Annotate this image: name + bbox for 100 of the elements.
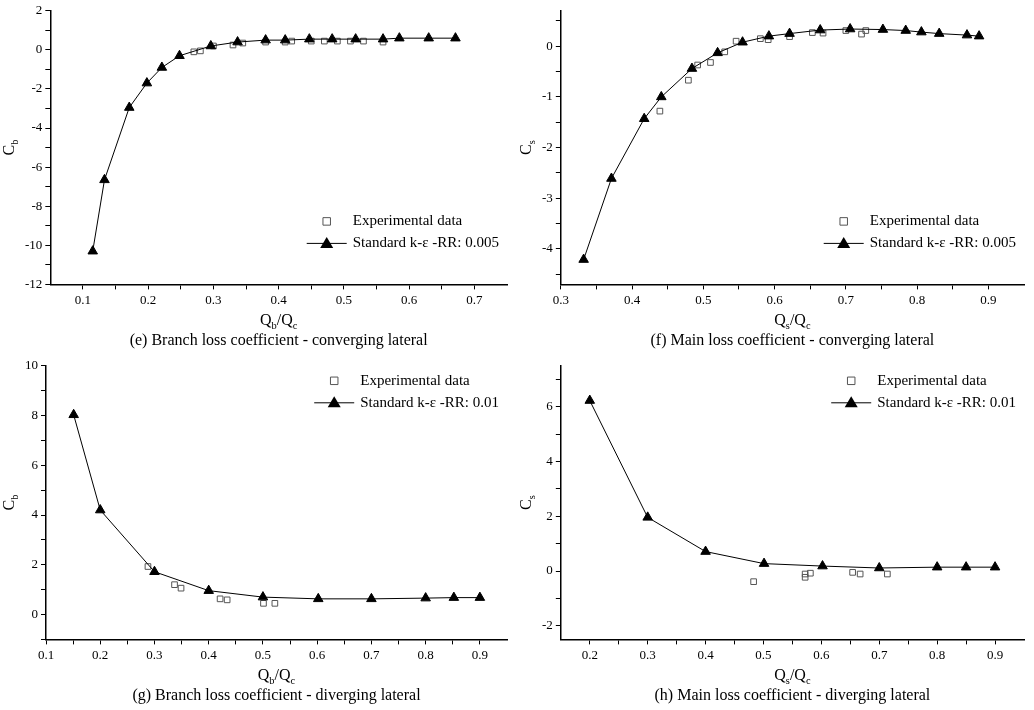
x-tick-label: 0.8 <box>417 646 434 662</box>
point <box>758 557 770 567</box>
point <box>807 569 814 577</box>
y-tick-label: -12 <box>24 275 43 291</box>
point <box>809 29 816 36</box>
point <box>961 29 973 39</box>
point <box>817 560 828 570</box>
point <box>801 573 809 581</box>
point <box>394 32 405 42</box>
point <box>156 61 168 71</box>
point <box>177 584 185 592</box>
y-tick-label: 8 <box>31 406 38 422</box>
y-axis-title: Cs <box>517 495 538 510</box>
point <box>377 33 389 43</box>
point <box>686 62 698 72</box>
y-tick-label: -2 <box>541 139 553 155</box>
point <box>99 173 110 184</box>
y-tick-label: -2 <box>541 617 553 633</box>
x-tick-label: 0.1 <box>74 291 92 307</box>
point <box>877 23 889 33</box>
point <box>288 37 296 45</box>
point <box>366 592 377 603</box>
point <box>239 39 247 47</box>
point <box>578 253 589 263</box>
y-tick-label: 0 <box>546 37 553 53</box>
y-tick-label: 0 <box>35 41 43 57</box>
point <box>874 561 885 572</box>
x-tick-label: 0.9 <box>471 646 489 662</box>
point <box>304 33 315 43</box>
y-tick-label: -8 <box>31 197 43 213</box>
text: (f) Main loss coefficient - converging lateral <box>650 331 935 350</box>
point <box>884 570 891 578</box>
point <box>260 600 267 607</box>
point <box>814 24 826 34</box>
point <box>94 504 106 514</box>
point <box>174 49 185 59</box>
legend-label: Experimental data <box>877 371 988 388</box>
point <box>737 36 748 46</box>
point <box>732 37 740 45</box>
legend-label: Standard k-ε -RR: 0.005 <box>352 234 500 251</box>
point <box>448 591 460 601</box>
x-tick-label: 0.3 <box>205 291 222 307</box>
point <box>844 23 856 33</box>
point <box>721 48 729 56</box>
x-tick-label: 0.4 <box>270 291 288 307</box>
point <box>474 591 486 601</box>
x-tick-label: 0.7 <box>466 291 484 307</box>
y-tick-label: -6 <box>31 158 43 174</box>
y-tick-label: -4 <box>541 240 554 256</box>
y-axis-title: Cs <box>517 140 538 155</box>
x-tick-label: 0.6 <box>309 646 326 662</box>
point <box>656 90 667 101</box>
y-tick-label: -10 <box>24 236 43 252</box>
x-tick-label: 0.4 <box>697 646 715 662</box>
legend-label: Standard k-ε -RR: 0.01 <box>877 393 1017 410</box>
point <box>420 592 431 602</box>
text: (h) Main loss coefficient - diverging lateral <box>654 686 931 705</box>
point <box>900 24 911 34</box>
y-tick-label: 0 <box>31 605 38 621</box>
text: (e) Branch loss coefficient - converging lateral <box>129 331 429 350</box>
point <box>149 565 160 575</box>
x-tick-label: 0.7 <box>871 646 888 662</box>
point <box>916 26 927 36</box>
x-tick-label: 0.3 <box>552 291 569 307</box>
point <box>124 101 135 111</box>
x-tick-label: 0.5 <box>755 646 772 662</box>
point <box>68 408 79 419</box>
text: (g) Branch loss coefficient - diverging lateral <box>132 686 422 705</box>
x-tick-label: 0.5 <box>335 291 353 307</box>
y-axis-title: Cb <box>0 139 21 156</box>
point <box>757 35 764 42</box>
point <box>712 46 723 57</box>
y-tick-label: 2 <box>35 2 43 18</box>
x-tick-label: 0.7 <box>837 291 855 307</box>
legend-label: Standard k-ε -RR: 0.01 <box>360 393 500 410</box>
point <box>685 76 692 84</box>
point <box>423 32 434 42</box>
point <box>856 570 864 578</box>
legend-label: Experimental data <box>869 212 980 229</box>
x-tick-label: 0.9 <box>980 291 997 307</box>
point <box>223 596 231 604</box>
point <box>931 561 943 571</box>
x-tick-label: 0.8 <box>908 291 926 307</box>
point <box>656 107 664 115</box>
point <box>271 600 279 607</box>
point <box>989 561 1001 571</box>
point <box>350 33 361 43</box>
x-tick-label: 0.1 <box>37 646 55 662</box>
point <box>141 77 153 87</box>
legend-label: Experimental data <box>360 371 471 388</box>
x-tick-label: 0.6 <box>766 291 784 307</box>
y-tick-label: 2 <box>546 507 553 523</box>
x-tick-label: 0.4 <box>200 646 218 662</box>
x-tick-label: 0.6 <box>813 646 830 662</box>
point <box>858 30 865 38</box>
y-tick-label: 2 <box>31 556 38 572</box>
point <box>326 33 338 43</box>
y-tick-label: 0 <box>546 562 553 578</box>
y-tick-label: 4 <box>31 506 39 522</box>
x-tick-label: 0.5 <box>254 646 272 662</box>
